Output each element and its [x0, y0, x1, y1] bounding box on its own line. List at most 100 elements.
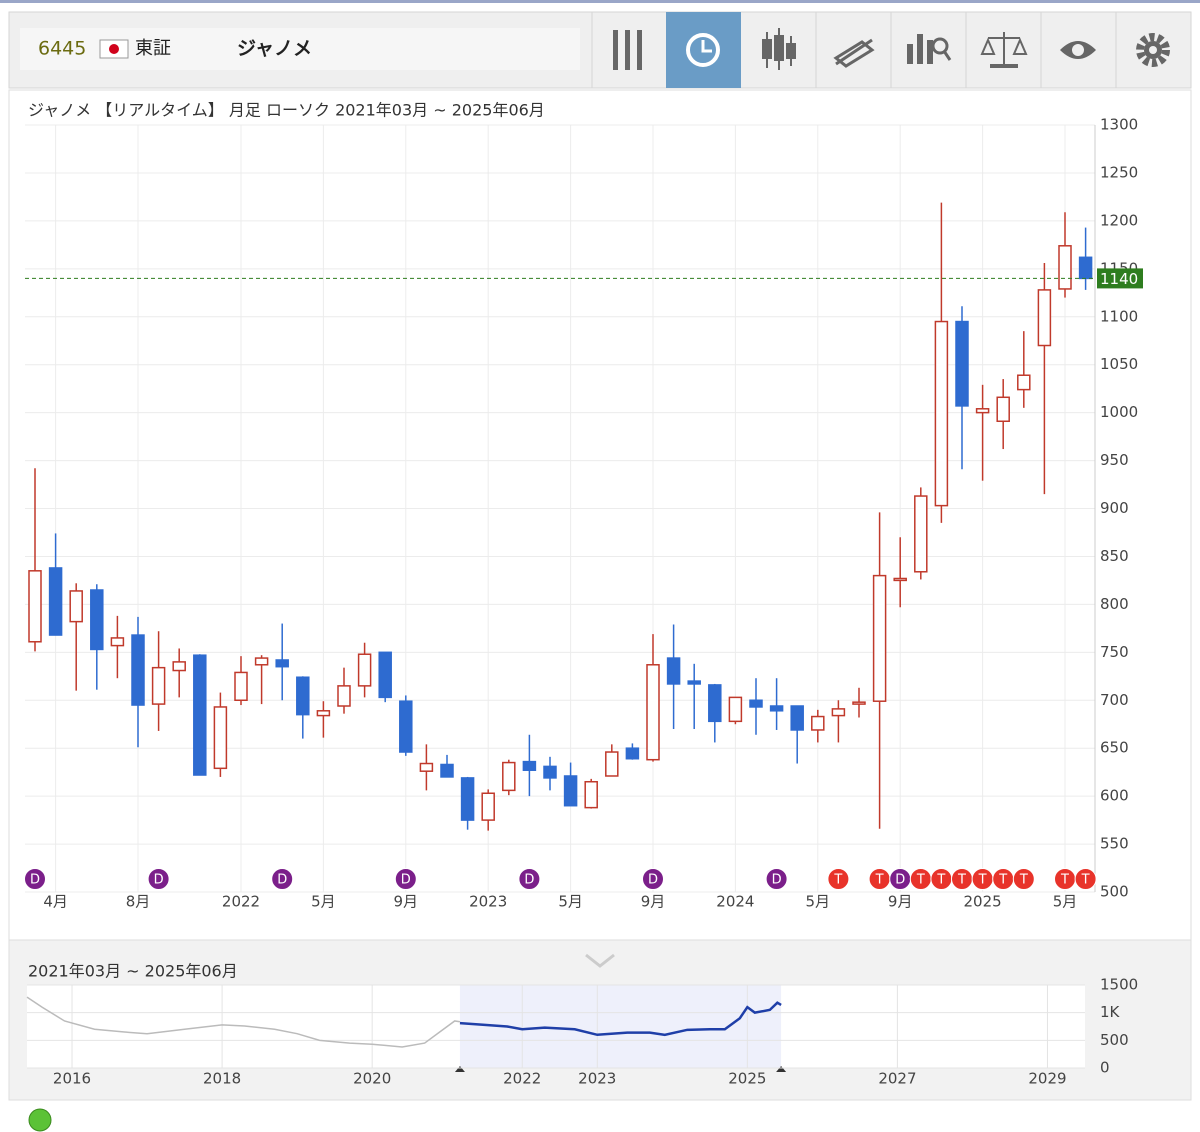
clock-hand: [701, 40, 712, 53]
flag-dot: [109, 44, 119, 54]
main-panel: [8, 89, 1192, 941]
candle-body: [378, 651, 392, 699]
candle-body: [399, 700, 413, 753]
x-tick-label: 2018: [203, 1070, 241, 1088]
y-tick-label: 1100: [1100, 307, 1138, 325]
event-label: T: [998, 873, 1007, 888]
candle-body: [728, 696, 743, 723]
event-marker: [518, 868, 541, 890]
candle-body: [749, 699, 763, 708]
candle-body: [646, 664, 660, 761]
collapse-chevron[interactable]: [585, 953, 615, 968]
candle-body: [872, 574, 887, 702]
event-label: T: [1019, 873, 1028, 888]
candle-body: [193, 654, 207, 776]
candle-body: [1058, 245, 1072, 290]
candle-body: [481, 792, 495, 821]
candle-body: [151, 666, 166, 705]
candle-body: [790, 705, 804, 731]
x-tick-label: 2023: [578, 1070, 616, 1088]
event-label: T: [916, 873, 925, 888]
event-label: D: [524, 873, 534, 888]
x-tick-label: 2023: [469, 893, 507, 911]
x-tick-label: 4月: [43, 893, 68, 911]
candle-body: [563, 775, 578, 807]
chart-title: ジャノメ 【リアルタイム】 月足 ローソク 2021年03月 ~ 2025年06…: [28, 101, 545, 120]
window-handle: [776, 1066, 787, 1072]
compare-button[interactable]: [980, 32, 1028, 68]
y-tick-label: 650: [1100, 739, 1129, 757]
candle-body: [975, 408, 990, 414]
candle-body: [605, 751, 619, 777]
top-border: [0, 0, 1200, 3]
event-label: T: [833, 873, 842, 888]
candle-body: [172, 661, 186, 672]
y-tick-label: 550: [1100, 835, 1129, 853]
candle-body: [316, 710, 331, 717]
event-label: D: [30, 873, 40, 888]
candle-body: [522, 760, 537, 771]
x-tick-label: 2027: [878, 1070, 916, 1088]
x-tick-label: 5月: [1053, 893, 1078, 911]
candle-body: [831, 708, 846, 717]
x-tick-label: 2016: [53, 1070, 91, 1088]
x-tick-label: 2022: [222, 893, 260, 911]
candle-body: [275, 659, 289, 668]
candle-body: [934, 320, 949, 507]
candle-body: [296, 676, 310, 716]
y-tick-label: 1250: [1100, 163, 1138, 181]
candle-body: [996, 396, 1010, 423]
event-marker: [271, 868, 294, 890]
y-tick-label: 950: [1100, 451, 1129, 469]
event-label: D: [648, 873, 658, 888]
y-tick-label: 600: [1100, 787, 1129, 805]
x-tick-label: 2025: [964, 893, 1002, 911]
candle-body: [666, 657, 681, 685]
navigator-line: [459, 1001, 782, 1037]
x-tick-label: 8月: [126, 893, 151, 911]
candle-body: [893, 577, 907, 582]
candle-body: [234, 671, 248, 701]
analysis-button[interactable]: [907, 34, 952, 64]
event-label: T: [936, 873, 945, 888]
event-marker: [642, 868, 664, 890]
last-price-box: [1097, 268, 1143, 289]
navigator-title: 2021年03月 ~ 2025年06月: [28, 962, 238, 981]
y-tick-label: 1K: [1100, 1003, 1121, 1021]
candle-body: [419, 762, 434, 772]
event-label: D: [277, 873, 287, 888]
candle-body: [1078, 256, 1093, 280]
y-tick-label: 500: [1100, 1031, 1129, 1049]
y-tick-label: 1300: [1100, 116, 1138, 134]
trend-button[interactable]: [833, 38, 875, 68]
x-tick-label: 5月: [558, 893, 583, 911]
market: 東証: [135, 38, 171, 59]
event-marker: [1012, 868, 1035, 890]
navigator-line: [26, 996, 461, 1048]
candle-button[interactable]: [762, 28, 796, 70]
event-label: D: [772, 873, 782, 888]
code: 6445: [38, 38, 86, 60]
event-label: D: [895, 873, 905, 888]
candle-body: [48, 567, 63, 636]
view-button[interactable]: [1060, 41, 1096, 59]
candle-body: [440, 763, 454, 778]
candle-body: [687, 680, 701, 685]
bars-button[interactable]: [613, 30, 642, 70]
event-label: D: [401, 873, 411, 888]
x-tick-label: 9月: [641, 893, 666, 911]
y-tick-label: 1200: [1100, 211, 1138, 229]
candle-body: [69, 590, 83, 623]
y-tick-label: 800: [1100, 595, 1129, 613]
candle-body: [584, 780, 598, 809]
y-tick-label: 1500: [1100, 976, 1138, 994]
candle-body: [337, 685, 351, 707]
x-tick-label: 2022: [503, 1070, 541, 1088]
y-tick-label: 1050: [1100, 355, 1138, 373]
y-tick-label: 900: [1100, 499, 1129, 517]
candle-body: [708, 684, 722, 723]
last-price-label: 1140: [1100, 270, 1138, 288]
candle-body: [811, 715, 825, 731]
y-tick-label: 0: [1100, 1059, 1110, 1077]
settings-button[interactable]: [1136, 33, 1170, 67]
